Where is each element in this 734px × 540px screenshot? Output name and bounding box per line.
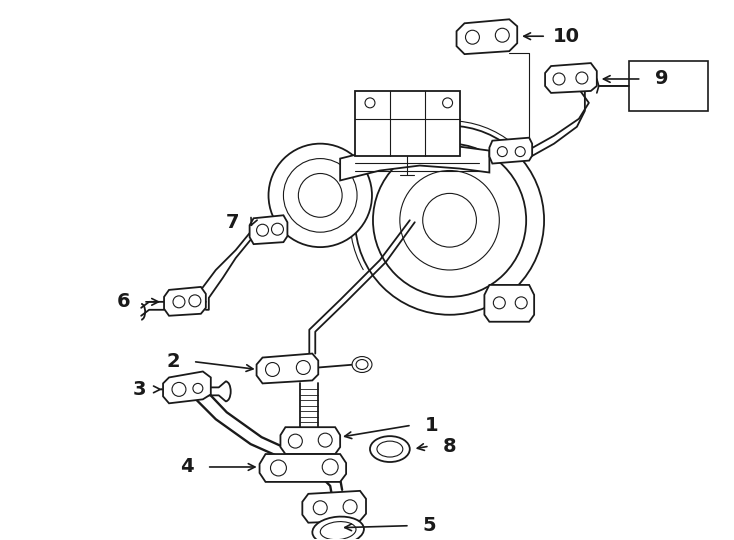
Ellipse shape: [313, 501, 327, 515]
Ellipse shape: [465, 30, 479, 44]
Ellipse shape: [553, 73, 565, 85]
Ellipse shape: [576, 72, 588, 84]
Ellipse shape: [320, 522, 356, 539]
Ellipse shape: [355, 126, 544, 315]
Ellipse shape: [423, 193, 476, 247]
Ellipse shape: [400, 171, 499, 270]
Ellipse shape: [266, 362, 280, 376]
Bar: [628, 61, 708, 111]
Polygon shape: [490, 138, 532, 164]
Polygon shape: [302, 491, 366, 523]
Ellipse shape: [298, 173, 342, 217]
Ellipse shape: [322, 459, 338, 475]
Ellipse shape: [193, 383, 203, 393]
Ellipse shape: [493, 297, 505, 309]
Ellipse shape: [313, 517, 364, 540]
Ellipse shape: [373, 144, 526, 297]
Polygon shape: [257, 354, 319, 383]
Ellipse shape: [377, 441, 403, 457]
Ellipse shape: [271, 460, 286, 476]
Ellipse shape: [343, 500, 357, 514]
Ellipse shape: [319, 433, 333, 447]
Ellipse shape: [515, 147, 526, 157]
Ellipse shape: [189, 295, 201, 307]
Ellipse shape: [356, 360, 368, 369]
Polygon shape: [484, 285, 534, 322]
Polygon shape: [340, 144, 490, 180]
Polygon shape: [280, 427, 340, 454]
Ellipse shape: [495, 28, 509, 42]
Text: 7: 7: [226, 213, 239, 232]
Ellipse shape: [297, 361, 310, 374]
Ellipse shape: [173, 296, 185, 308]
Ellipse shape: [172, 382, 186, 396]
Text: 9: 9: [655, 70, 668, 89]
Text: 3: 3: [132, 380, 146, 399]
Text: 6: 6: [117, 292, 130, 312]
Ellipse shape: [352, 356, 372, 373]
Polygon shape: [457, 19, 517, 54]
Text: 1: 1: [425, 416, 438, 435]
Ellipse shape: [443, 98, 453, 108]
Ellipse shape: [515, 297, 527, 309]
Polygon shape: [260, 454, 346, 482]
Text: 10: 10: [553, 26, 579, 46]
Polygon shape: [163, 372, 211, 403]
Ellipse shape: [269, 144, 372, 247]
Ellipse shape: [365, 98, 375, 108]
Text: 4: 4: [180, 457, 194, 476]
Polygon shape: [164, 287, 206, 316]
Polygon shape: [545, 63, 597, 93]
Text: 5: 5: [423, 516, 437, 535]
Polygon shape: [250, 215, 288, 244]
Ellipse shape: [257, 224, 269, 236]
Text: 2: 2: [166, 352, 180, 371]
Ellipse shape: [283, 159, 357, 232]
Text: 8: 8: [443, 436, 457, 456]
Bar: [355, 91, 459, 156]
Ellipse shape: [272, 223, 283, 235]
Ellipse shape: [288, 434, 302, 448]
Ellipse shape: [370, 436, 410, 462]
Ellipse shape: [498, 147, 507, 157]
